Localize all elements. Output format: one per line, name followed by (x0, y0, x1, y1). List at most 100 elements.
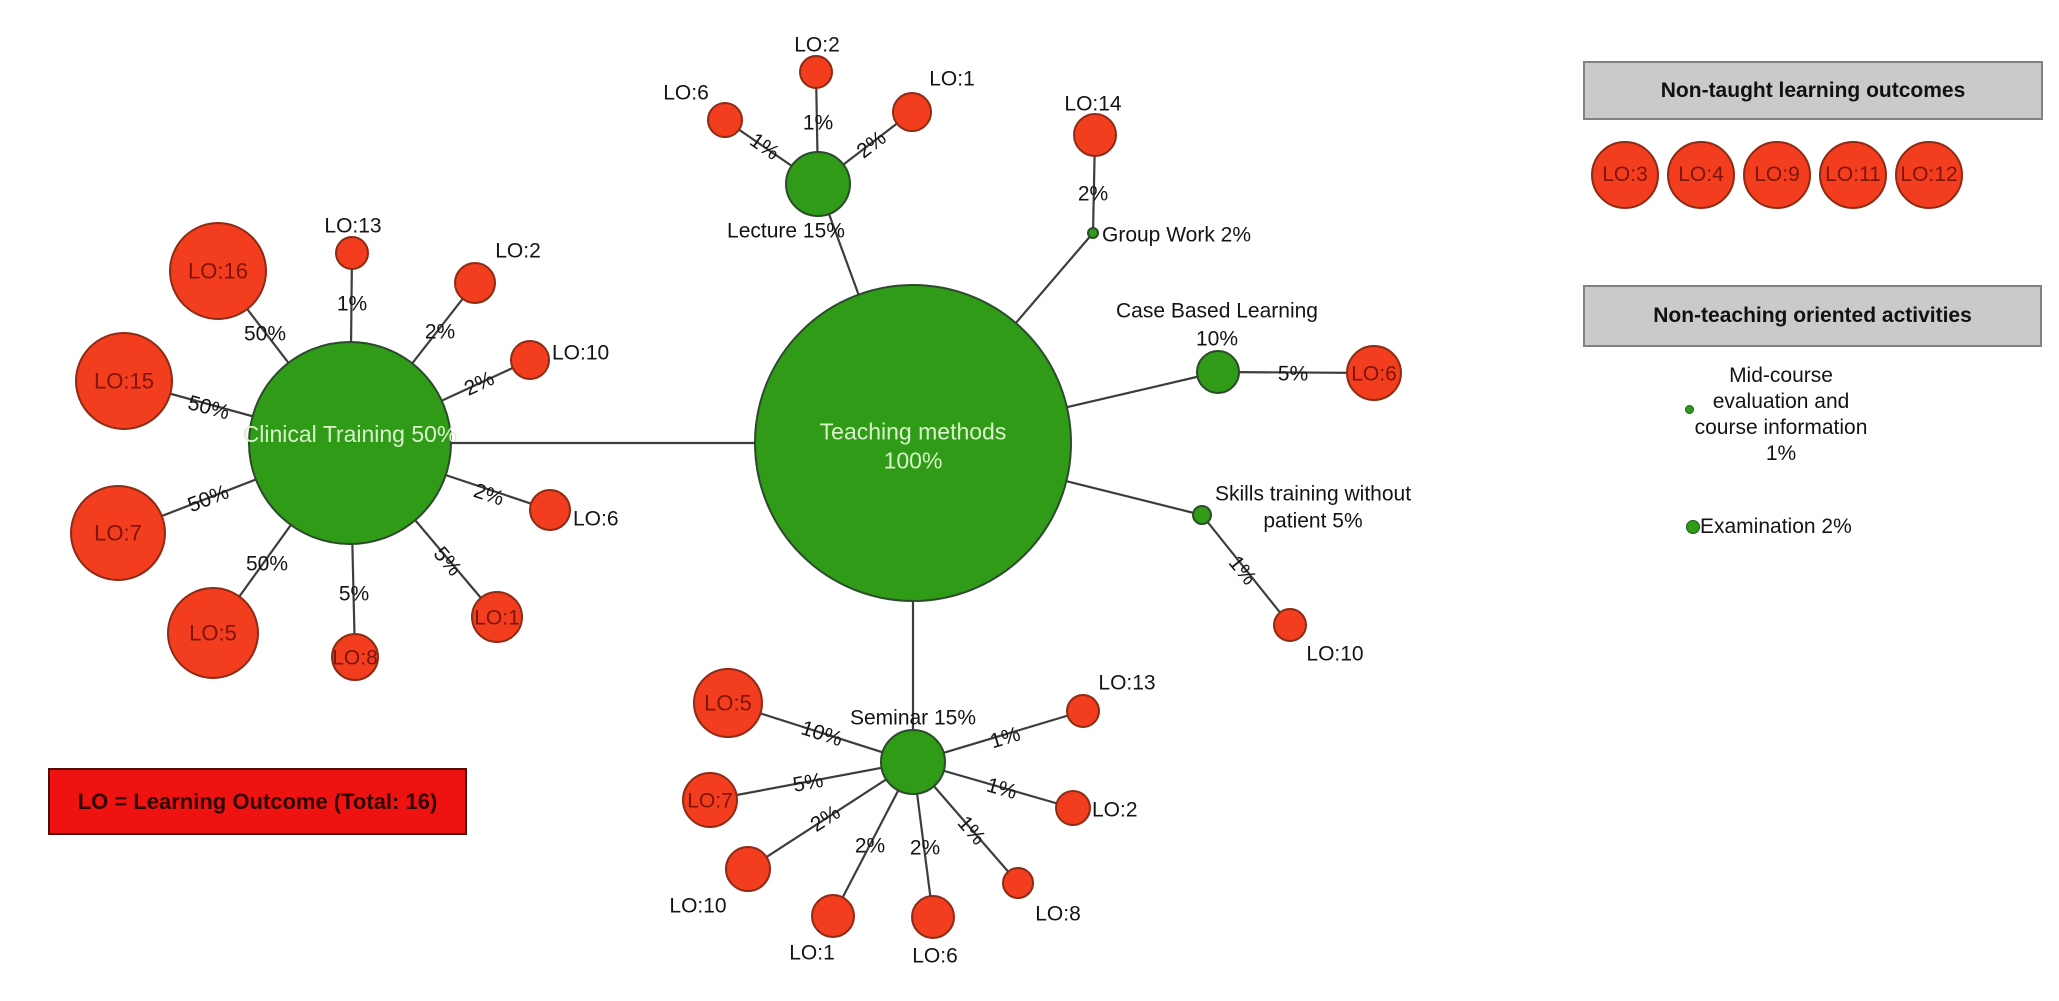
legend-nontaught-circles: LO:3 LO:4 LO:9 LO:11 LO:12 (1591, 141, 1963, 209)
label-seminar-15--15: Seminar 15% (850, 706, 976, 729)
node-cbl (1196, 350, 1240, 394)
node-s13 (1066, 694, 1100, 728)
node-c15 (75, 332, 173, 430)
legend-circle-lo11: LO:11 (1819, 141, 1887, 209)
node-c15-label: LO:15 (94, 369, 154, 394)
edge-label-seminar-s6: 2% (910, 836, 940, 859)
legend-circle-lo12: LO:12 (1895, 141, 1963, 209)
edge-label-seminar-s13: 1% (987, 722, 1023, 753)
node-teaching (754, 284, 1072, 602)
node-c8 (331, 633, 379, 681)
legend-nontaught-title: Non-taught learning outcomes (1660, 78, 1966, 102)
legend-circle-lo4-label: LO:4 (1678, 163, 1724, 186)
examination-label: Examination 2% (1700, 515, 1852, 538)
examination-dot-icon (1686, 520, 1700, 534)
node-s10 (725, 846, 771, 892)
edge-label-seminar-s5: 10% (798, 717, 845, 752)
edge-label-lecture-t6: 1% (745, 129, 783, 165)
node-c1 (471, 591, 523, 643)
label-lo-2-20: LO:2 (1092, 798, 1138, 821)
node-cb6 (1346, 345, 1402, 401)
node-cb6-label: LO:6 (1351, 362, 1397, 385)
node-c6 (529, 489, 571, 531)
label-lo-13-0: LO:13 (324, 214, 381, 237)
legend-circle-lo3-label: LO:3 (1602, 163, 1648, 186)
label-lo-2-1: LO:2 (495, 239, 541, 262)
label-lo-14-7: LO:14 (1064, 92, 1122, 115)
node-s8 (1002, 867, 1034, 899)
node-c5 (167, 587, 259, 679)
label-lo-8-19: LO:8 (1035, 902, 1081, 925)
legend-circle-lo9: LO:9 (1743, 141, 1811, 209)
edge-label-clinical-c15: 50% (185, 391, 232, 424)
edge-label-clinical-c16: 50% (244, 322, 286, 345)
node-c5-label: LO:5 (189, 621, 237, 646)
node-s5 (693, 668, 763, 738)
node-clinical (248, 341, 452, 545)
node-c16-label: LO:16 (188, 259, 248, 284)
node-c2 (454, 262, 496, 304)
edge-label-clinical-c2: 2% (425, 320, 455, 343)
label-skills-training-without-12: Skills training without (1215, 482, 1411, 505)
node-s5-label: LO:5 (704, 691, 752, 716)
edge-seminar-s7 (709, 760, 914, 802)
node-s7 (682, 772, 738, 828)
node-l14 (1073, 113, 1117, 157)
mid-course-label: Mid-course evaluation and course informa… (1694, 364, 1868, 465)
node-lecture (785, 151, 851, 217)
edge-skills-sk10 (1201, 514, 1291, 626)
node-teaching-label: Teaching methods 100% (820, 419, 1007, 474)
edge-label-clinical-c5: 50% (246, 552, 288, 575)
legend-circle-lo9-label: LO:9 (1754, 163, 1800, 186)
label-lecture-15--9: Lecture 15% (727, 219, 845, 242)
node-sk10 (1273, 608, 1307, 642)
node-t6 (707, 102, 743, 138)
edge-label-clinical-c6: 2% (471, 479, 507, 510)
node-c8-label: LO:8 (332, 646, 378, 669)
mid-course-dot-icon (1685, 405, 1694, 414)
lo-legend-text: LO = Learning Outcome (Total: 16) (77, 788, 438, 814)
label-case-based-learning-10: Case Based Learning (1116, 299, 1318, 322)
label-lo-1-17: LO:1 (789, 941, 835, 964)
label-lo-6-3: LO:6 (573, 507, 619, 530)
label-lo-10-14: LO:10 (1306, 642, 1363, 665)
label-patient-5--13: patient 5% (1263, 509, 1362, 532)
lo-legend-box: LO = Learning Outcome (Total: 16) (48, 768, 467, 835)
edge-label-groupdot-l14: 2% (1078, 182, 1108, 205)
label-lo-10-16: LO:10 (669, 894, 726, 917)
node-s1 (811, 894, 855, 938)
node-c13 (335, 236, 369, 270)
legend-nontaught-header: Non-taught learning outcomes (1583, 61, 2043, 120)
edge-label-seminar-s1: 2% (855, 834, 885, 857)
node-s2 (1055, 790, 1091, 826)
node-seminar (880, 729, 946, 795)
edge-label-clinical-c10: 2% (461, 367, 498, 401)
node-t1 (892, 92, 932, 132)
edge-label-cbl-cb6: 5% (1278, 362, 1309, 385)
node-s6 (911, 895, 955, 939)
edge-label-seminar-s7: 5% (791, 769, 825, 797)
edge-label-lecture-t2: 1% (803, 111, 833, 134)
label-lo-1-6: LO:1 (929, 67, 975, 90)
edge-label-seminar-s2: 1% (984, 774, 1020, 804)
legend-activities-title: Non-teaching oriented activities (1653, 304, 1972, 327)
node-s7-label: LO:7 (687, 789, 733, 812)
node-c16 (169, 222, 267, 320)
legend-circle-lo12-label: LO:12 (1900, 163, 1958, 186)
edge-label-seminar-s10: 2% (806, 801, 844, 837)
label-10--11: 10% (1196, 327, 1238, 350)
label-group-work-2--8: Group Work 2% (1102, 223, 1251, 246)
node-c7 (70, 485, 166, 581)
edge-label-clinical-c13: 1% (337, 292, 367, 315)
edge-label-clinical-c7: 50% (185, 481, 233, 518)
edge-label-clinical-c8: 5% (339, 582, 369, 605)
label-lo-2-5: LO:2 (794, 33, 840, 56)
node-groupdot (1087, 227, 1099, 239)
legend-activities-header: Non-teaching oriented activities (1583, 285, 2042, 347)
node-clinical-label: Clinical Training 50% (243, 421, 458, 447)
label-lo-6-18: LO:6 (912, 944, 958, 967)
node-t2 (799, 55, 833, 89)
legend-circle-lo4: LO:4 (1667, 141, 1735, 209)
